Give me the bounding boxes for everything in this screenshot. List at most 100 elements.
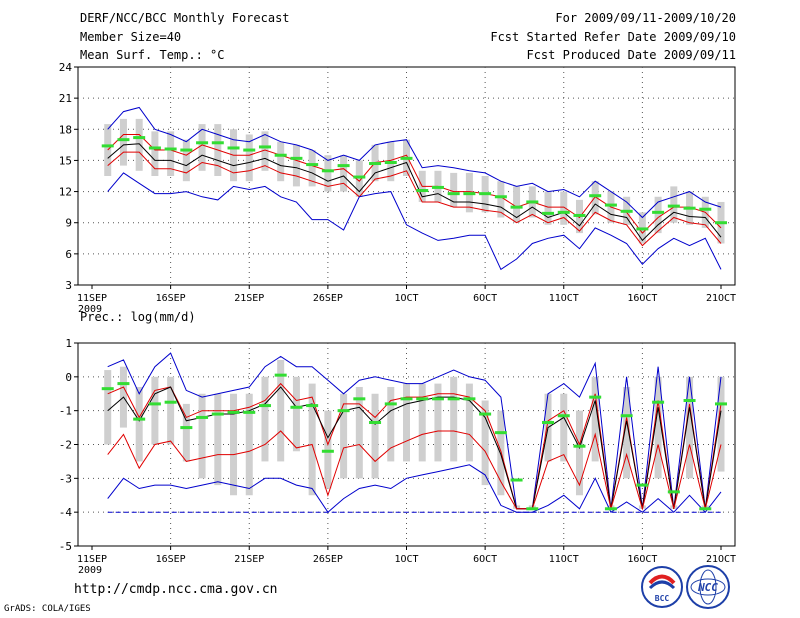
prec-median-mark xyxy=(667,490,680,494)
prec-series-mean xyxy=(107,386,722,510)
prec-ytick-label: -1 xyxy=(59,405,72,418)
prec-median-mark xyxy=(274,373,287,377)
temp-ytick-label: 6 xyxy=(65,248,72,261)
prec-spread-box xyxy=(261,376,269,462)
prec-spread-box xyxy=(214,393,222,486)
temp-spread-box xyxy=(261,131,269,171)
forecast-title: DERF/NCC/BCC Monthly Forecast xyxy=(80,11,290,25)
prec-spread-box xyxy=(308,383,316,496)
prec-series-min xyxy=(107,464,722,513)
temp-series-upper xyxy=(107,134,722,234)
prec-median-mark xyxy=(431,397,444,401)
temp-spread-box xyxy=(292,144,300,187)
temperature-panel-label: Mean Surf. Temp.: °C xyxy=(80,48,225,62)
temp-ytick-label: 24 xyxy=(59,61,73,74)
prec-median-mark xyxy=(196,415,209,419)
prec-median-mark xyxy=(211,412,224,416)
prec-median-mark xyxy=(715,402,727,406)
temp-median-mark xyxy=(479,192,492,196)
temp-median-mark xyxy=(274,153,287,157)
temp-xtick-label: 21SEP xyxy=(234,293,264,304)
temp-median-mark xyxy=(494,195,507,199)
prec-spread-box xyxy=(450,376,458,462)
grads-credit: GrADS: COLA/IGES xyxy=(4,604,91,614)
prec-median-mark xyxy=(463,397,476,401)
temp-median-mark xyxy=(148,146,161,150)
temp-spread-box xyxy=(654,196,662,234)
prec-median-mark xyxy=(353,397,366,401)
temp-median-mark xyxy=(620,209,633,213)
temp-median-mark xyxy=(180,148,193,152)
temp-median-mark xyxy=(369,162,382,166)
prec-ytick-label: 1 xyxy=(65,337,72,350)
temp-median-mark xyxy=(196,141,209,145)
temp-median-mark xyxy=(243,148,256,152)
temp-spread-box xyxy=(670,186,678,223)
temp-spread-box xyxy=(308,150,316,187)
temp-median-mark xyxy=(117,138,130,142)
prec-median-mark xyxy=(447,397,460,401)
prec-spread-box xyxy=(654,376,662,479)
temp-spread-box xyxy=(497,181,505,218)
temp-median-mark xyxy=(227,146,240,150)
temp-median-mark xyxy=(557,210,570,214)
prec-median-mark xyxy=(510,478,523,482)
temp-spread-box xyxy=(340,155,348,192)
prec-spread-box xyxy=(340,393,348,479)
temp-median-mark xyxy=(321,169,334,173)
temp-xtick-sublabel: 2009 xyxy=(78,304,102,315)
temp-xtick-label: 6OCT xyxy=(473,293,497,304)
precipitation-panel-label: Prec.: log(mm/d) xyxy=(80,310,196,324)
prec-spread-box xyxy=(481,400,489,486)
prec-median-mark xyxy=(384,402,397,406)
prec-median-mark xyxy=(337,409,350,413)
prec-spread-box xyxy=(355,386,363,479)
temp-spread-box xyxy=(151,131,159,176)
temp-ytick-label: 21 xyxy=(59,92,72,105)
temp-median-mark xyxy=(447,192,460,196)
temp-median-mark xyxy=(542,211,555,215)
prec-median-mark xyxy=(243,410,256,414)
prec-spread-box xyxy=(686,376,694,479)
prec-ytick-label: -3 xyxy=(59,472,72,485)
prec-xtick-label: 1OCT xyxy=(394,554,418,565)
prec-median-mark xyxy=(683,399,696,403)
prec-median-mark xyxy=(589,395,602,399)
temp-xtick-label: 21OCT xyxy=(706,293,736,304)
temp-median-mark xyxy=(463,192,476,196)
temp-median-mark xyxy=(101,144,114,148)
prec-spread-box xyxy=(371,393,379,479)
prec-spread-box xyxy=(245,393,253,496)
prec-spread-box xyxy=(167,376,175,445)
prec-ytick-label: -4 xyxy=(59,506,73,519)
prec-spread-box xyxy=(717,376,725,472)
prec-median-mark xyxy=(604,507,617,511)
temp-median-mark xyxy=(337,164,350,168)
temp-spread-box xyxy=(119,118,127,166)
temp-spread-box xyxy=(277,141,285,182)
prec-median-mark xyxy=(258,404,271,408)
prec-median-mark xyxy=(164,400,177,404)
prec-spread-box xyxy=(387,386,395,462)
temp-median-mark xyxy=(258,145,271,149)
temp-spread-box xyxy=(560,191,568,225)
prec-xtick-label: 21OCT xyxy=(706,554,736,565)
temp-spread-box xyxy=(135,118,143,171)
prec-median-mark xyxy=(652,400,665,404)
prec-spread-box xyxy=(151,376,159,445)
temp-spread-box xyxy=(182,139,190,182)
prec-xtick-label: 21SEP xyxy=(234,554,264,565)
prec-ytick-label: -2 xyxy=(59,439,72,452)
temp-series-lower xyxy=(107,151,722,247)
temp-median-mark xyxy=(604,203,617,207)
prec-median-mark xyxy=(148,402,161,406)
prec-xtick-label: 16OCT xyxy=(627,554,657,565)
prec-xtick-label: 11OCT xyxy=(549,554,579,565)
temp-median-mark xyxy=(526,200,539,204)
temp-median-mark xyxy=(636,227,649,231)
temp-median-mark xyxy=(400,156,413,160)
temp-series-max xyxy=(107,106,722,219)
temp-median-mark xyxy=(290,156,303,160)
temp-xtick-label: 16SEP xyxy=(156,293,186,304)
prec-median-mark xyxy=(400,397,413,401)
